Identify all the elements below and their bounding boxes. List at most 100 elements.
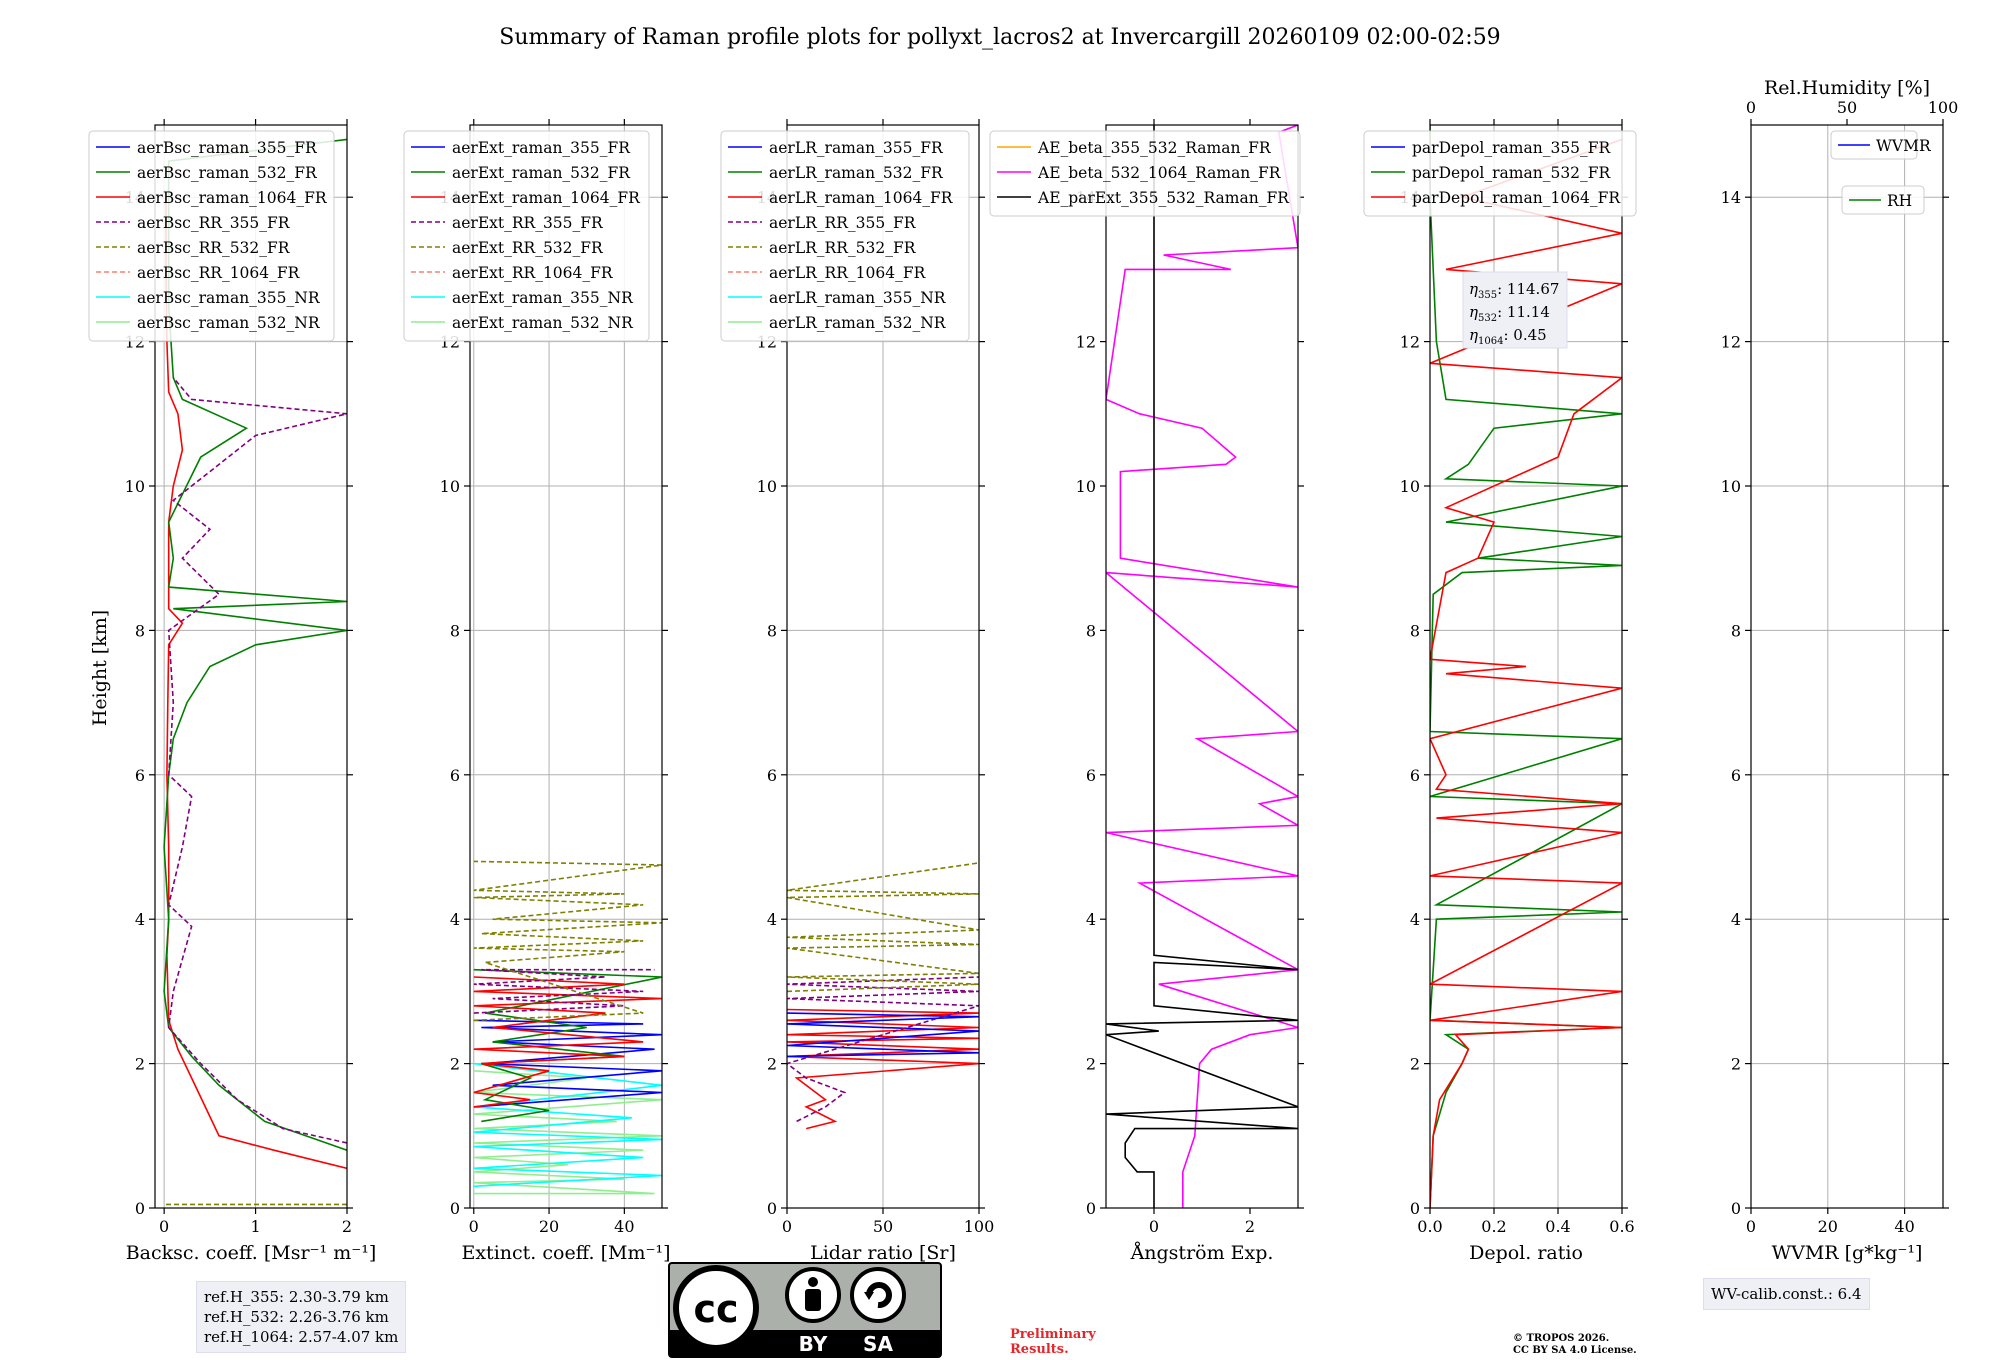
x-axis-label: Depol. ratio — [1469, 1242, 1583, 1264]
legend-label: aerExt_RR_532_FR — [452, 239, 604, 257]
y-tick-label: 10 — [440, 477, 460, 496]
legend-label: RH — [1887, 192, 1912, 210]
cc-icon — [673, 1265, 759, 1351]
axes-frame — [1105, 124, 1299, 1209]
series-aerBsc_RR_355_FR — [167, 377, 347, 1144]
sa-label: SA — [863, 1332, 893, 1356]
series-parDepol_raman_532_FR — [1430, 125, 1622, 1208]
wv-calibration-box: WV-calib.const.: 6.4 — [1703, 1278, 1870, 1310]
y-tick-label: 8 — [1086, 621, 1096, 640]
legend: aerBsc_raman_355_FR aerBsc_raman_532_FRae… — [88, 130, 335, 342]
legend-box — [989, 130, 1301, 217]
preliminary-line-1: Preliminary — [1010, 1327, 1096, 1342]
legend-box — [88, 130, 335, 342]
top-x-tick-label: 0 — [1746, 98, 1756, 117]
legend-label: parDepol_raman_532_FR — [1412, 164, 1612, 182]
y-tick-label: 0 — [767, 1199, 777, 1218]
y-tick-label: 2 — [135, 1055, 145, 1074]
series-AE_beta_532_1064_Raman_FR — [1106, 125, 1298, 1208]
x-tick-label: 100 — [964, 1217, 995, 1236]
series-aerExt_raman_355_NR — [473, 1062, 662, 1188]
legend-label: aerBsc_RR_355_FR — [137, 214, 291, 232]
x-tick-label: 1 — [250, 1217, 260, 1236]
series-group — [473, 860, 662, 1195]
top-x-tick-label: 100 — [1928, 98, 1959, 117]
preliminary-results-note: Preliminary Results. — [1010, 1327, 1096, 1357]
top-x-axis-label: Rel.Humidity [%] — [1764, 77, 1930, 99]
y-tick-label: 4 — [450, 910, 460, 929]
x-tick-label: 2 — [342, 1217, 352, 1236]
series-aerExt_RR_355_FR — [473, 968, 655, 1014]
copyright-line-2: CC BY SA 4.0 License. — [1513, 1345, 1637, 1356]
x-tick-label: 0 — [1746, 1217, 1756, 1236]
y-tick-label: 0 — [135, 1199, 145, 1218]
axes-frame — [154, 124, 348, 1209]
y-axis-label: Height [km] — [89, 610, 111, 726]
x-axis-label: Backsc. coeff. [Msr⁻¹ m⁻¹] — [126, 1242, 377, 1264]
series-group — [1106, 125, 1298, 1208]
x-tick-label: 0 — [469, 1217, 479, 1236]
y-tick-label: 8 — [767, 621, 777, 640]
y-tick-label: 0 — [1086, 1199, 1096, 1218]
legend-label: aerLR_RR_355_FR — [769, 214, 917, 232]
y-tick-label: 10 — [1400, 477, 1420, 496]
y-tick-label: 10 — [757, 477, 777, 496]
ref-height-355: ref.H_355: 2.30-3.79 km — [204, 1288, 389, 1306]
eta-label: η1064: 0.45 — [1469, 326, 1547, 347]
y-tick-label: 6 — [1731, 766, 1741, 785]
y-tick-label: 12 — [1721, 333, 1741, 352]
series-group — [787, 862, 979, 1130]
y-tick-label: 6 — [1410, 766, 1420, 785]
legend-box — [403, 130, 650, 342]
series-AE_parExt_355_532_Raman_FR — [1106, 125, 1298, 1208]
reference-height-box: ref.H_355: 2.30-3.79 km ref.H_532: 2.26-… — [196, 1281, 407, 1353]
axes-frame — [1429, 124, 1623, 1209]
svg-text:cc: cc — [693, 1287, 738, 1331]
legend-label: aerBsc_raman_532_FR — [137, 164, 318, 182]
legend-label: aerBsc_RR_532_FR — [137, 239, 291, 257]
legend-label: AE_parExt_355_532_Raman_FR — [1037, 189, 1290, 207]
legend-label: aerBsc_raman_1064_FR — [137, 189, 328, 207]
legend-label: aerBsc_raman_355_NR — [137, 289, 321, 307]
y-tick-label: 2 — [450, 1055, 460, 1074]
x-axis-label: Lidar ratio [Sr] — [810, 1242, 956, 1264]
x-tick-label: 0.2 — [1481, 1217, 1506, 1236]
legend-label: aerExt_raman_532_NR — [452, 314, 634, 332]
legend-label: aerLR_RR_1064_FR — [769, 264, 927, 282]
y-tick-label: 2 — [767, 1055, 777, 1074]
top-x-tick-label: 50 — [1837, 98, 1857, 117]
x-axis-label: Ångström Exp. — [1130, 1242, 1274, 1264]
legend: aerLR_raman_355_FR aerLR_raman_532_FR aerL… — [720, 130, 970, 342]
ref-height-1064: ref.H_1064: 2.57-4.07 km — [204, 1328, 399, 1346]
y-tick-label: 8 — [135, 621, 145, 640]
x-tick-label: 20 — [539, 1217, 559, 1236]
legend-box — [1363, 130, 1637, 217]
y-tick-label: 0 — [1410, 1199, 1420, 1218]
y-tick-label: 8 — [450, 621, 460, 640]
legend-box — [1830, 130, 1918, 160]
legend-box — [1841, 185, 1925, 215]
y-tick-label: 12 — [1076, 333, 1096, 352]
legend-label: aerExt_raman_355_NR — [452, 289, 634, 307]
y-tick-label: 8 — [1410, 621, 1420, 640]
legend-label: AE_beta_532_1064_Raman_FR — [1037, 164, 1282, 182]
by-label: BY — [799, 1332, 828, 1356]
panel-lr: 02468101214050100Lidar ratio [Sr]aerLR_r… — [720, 119, 995, 1264]
series-aerExt_raman_1064_FR — [473, 976, 662, 1108]
legend-label: aerLR_raman_355_NR — [769, 289, 947, 307]
copyright-line-1: © TROPOS 2026. — [1513, 1333, 1610, 1344]
ref-height-532: ref.H_532: 2.26-3.76 km — [204, 1308, 389, 1326]
y-tick-label: 4 — [1731, 910, 1741, 929]
y-tick-label: 10 — [1076, 477, 1096, 496]
legend-label: aerExt_raman_355_FR — [452, 139, 631, 157]
y-tick-label: 4 — [767, 910, 777, 929]
x-tick-label: 0 — [1149, 1217, 1159, 1236]
series-aerLR_raman_1064_FR — [787, 1008, 979, 1130]
cc-by-sa-license-badge: cc BY SA — [668, 1262, 942, 1358]
legend-label: aerExt_RR_355_FR — [452, 214, 604, 232]
x-tick-label: 0.4 — [1545, 1217, 1570, 1236]
panel-bsc: 02468101214012Backsc. coeff. [Msr⁻¹ m⁻¹]… — [88, 119, 377, 1264]
